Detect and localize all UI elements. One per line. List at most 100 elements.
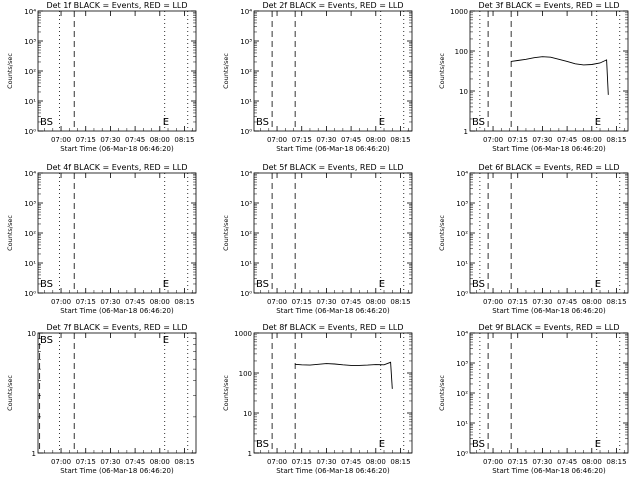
x-tick-label: 07:45 [125,458,145,466]
end-marker-label: E [379,117,385,128]
y-tick-label: 10⁴ [240,8,252,16]
y-axis-label: Counts/sec [6,53,14,89]
plot-frame [37,10,197,132]
y-tick-label: 10² [456,390,468,398]
chart-title: Det 9f BLACK = Events, RED = LLD [478,323,619,332]
end-marker-label: E [379,279,385,290]
y-tick-label: 10² [24,68,36,76]
start-marker-label: BS [472,279,485,290]
x-tick-label: 07:00 [483,136,503,144]
x-tick-label: 07:45 [557,298,577,306]
chart-panel-3: Det 3f BLACK = Events, RED = LLD 1 10 100 10… [438,1,629,153]
x-tick-label: 08:00 [366,298,386,306]
y-tick-label: 10³ [24,38,36,46]
y-tick-label: 10⁰ [24,290,36,298]
x-tick-label: 07:00 [267,298,287,306]
y-tick-label: 10² [24,230,36,238]
chart-panel-9: Det 9f BLACK = Events, RED = LLD 10⁰ 10¹ 10… [438,323,629,475]
y-axis-label: Counts/sec [438,375,446,411]
y-tick-label: 1 [248,450,252,458]
y-tick-label: 100 [455,48,468,56]
y-tick-label: 10² [240,68,252,76]
x-tick-label: 08:00 [150,458,170,466]
x-tick-label: 07:45 [557,458,577,466]
x-tick-label: 08:00 [150,298,170,306]
y-tick-label: 10³ [240,38,252,46]
x-tick-label: 07:30 [532,136,552,144]
chart-title: Det 3f BLACK = Events, RED = LLD [478,1,619,10]
y-axis-label: Counts/sec [6,215,14,251]
x-tick-label: 07:45 [125,136,145,144]
x-tick-label: 07:00 [51,458,71,466]
x-tick-label: 07:30 [316,458,336,466]
x-axis-label: Start Time (06-Mar-18 06:46:20) [276,467,390,475]
x-tick-label: 07:15 [292,298,312,306]
plot-frame [37,332,197,454]
x-tick-label: 08:15 [390,136,410,144]
y-tick-label: 10⁰ [456,450,468,458]
x-tick-label: 08:00 [150,136,170,144]
y-tick-label: 10 [243,410,252,418]
x-tick-label: 07:30 [532,458,552,466]
x-tick-label: 08:15 [390,298,410,306]
events-series-line [511,56,609,95]
end-marker-label: E [595,439,601,450]
x-tick-label: 07:00 [267,458,287,466]
chart-panel-4: Det 4f BLACK = Events, RED = LLD 10⁰ 10¹ 10… [6,163,197,315]
end-marker-label: E [163,117,169,128]
chart-title: Det 4f BLACK = Events, RED = LLD [46,163,187,172]
y-tick-label: 10 [459,88,468,96]
y-axis-label: Counts/sec [222,53,230,89]
y-axis-label: Counts/sec [6,375,14,411]
x-tick-label: 07:30 [316,298,336,306]
y-tick-label: 10⁰ [240,128,252,136]
chart-title: Det 5f BLACK = Events, RED = LLD [262,163,403,172]
chart-panel-7: Det 7f BLACK = Events, RED = LLD 1 10 Count… [6,323,197,475]
y-axis-label: Counts/sec [438,53,446,89]
y-axis-label: Counts/sec [222,215,230,251]
x-tick-label: 07:15 [76,298,96,306]
plot-frame [469,332,629,454]
plot-frame [469,10,629,132]
x-tick-label: 07:00 [483,458,503,466]
chart-panel-1: Det 1f BLACK = Events, RED = LLD 10⁰ 10¹ 10… [6,1,197,153]
plot-frame [253,10,413,132]
y-tick-label: 1 [32,450,36,458]
plot-frame [253,332,413,454]
events-series-line [295,361,393,389]
x-axis-label: Start Time (06-Mar-18 06:46:20) [276,307,390,315]
x-tick-label: 07:45 [341,136,361,144]
x-tick-label: 07:30 [532,298,552,306]
y-tick-label: 10³ [456,200,468,208]
y-tick-label: 10² [240,230,252,238]
x-tick-label: 08:15 [174,136,194,144]
x-tick-label: 07:15 [508,298,528,306]
x-tick-label: 08:15 [174,298,194,306]
y-axis-label: Counts/sec [222,375,230,411]
chart-panel-5: Det 5f BLACK = Events, RED = LLD 10⁰ 10¹ 10… [222,163,413,315]
chart-panel-6: Det 6f BLACK = Events, RED = LLD 10⁰ 10¹ 10… [438,163,629,315]
chart-panel-2: Det 2f BLACK = Events, RED = LLD 10⁰ 10¹ 10… [222,1,413,153]
chart-title: Det 7f BLACK = Events, RED = LLD [46,323,187,332]
x-tick-label: 07:15 [508,458,528,466]
x-tick-label: 07:15 [508,136,528,144]
y-tick-label: 10³ [240,200,252,208]
x-tick-label: 07:15 [76,136,96,144]
y-tick-label: 10⁴ [456,170,468,178]
y-tick-label: 10¹ [24,98,36,106]
y-tick-label: 10¹ [240,260,252,268]
y-tick-label: 10⁰ [240,290,252,298]
y-tick-label: 10⁰ [456,290,468,298]
plot-frame [37,172,197,294]
x-tick-label: 08:15 [390,458,410,466]
x-tick-label: 07:30 [316,136,336,144]
x-tick-label: 07:00 [483,298,503,306]
x-axis-label: Start Time (06-Mar-18 06:46:20) [492,307,606,315]
x-tick-label: 07:45 [557,136,577,144]
x-tick-label: 08:00 [366,136,386,144]
plot-frame [253,172,413,294]
y-tick-label: 1000 [234,330,252,338]
y-tick-label: 10 [27,330,36,338]
x-tick-label: 07:45 [341,298,361,306]
